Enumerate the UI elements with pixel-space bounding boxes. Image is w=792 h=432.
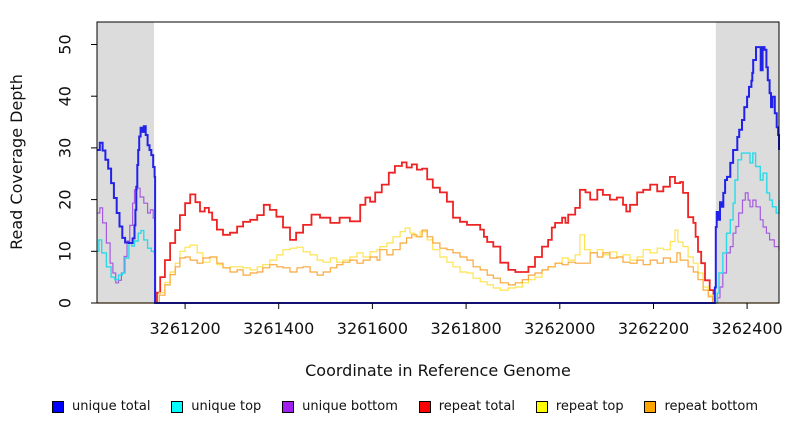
- line-unique-top: [97, 152, 780, 304]
- legend-swatch-icon: [171, 400, 184, 413]
- legend-item-unique-total: unique total: [52, 399, 150, 414]
- legend-swatch-icon: [644, 400, 657, 413]
- legend-swatch-icon: [535, 400, 548, 413]
- y-tick-label: 30: [56, 138, 75, 158]
- x-tick-label: 3261200: [149, 319, 220, 338]
- plot-border: [96, 21, 780, 304]
- y-tick-label: 20: [56, 189, 75, 209]
- shaded-region-right-flank: [715, 22, 779, 303]
- line-repeat-total: [154, 161, 716, 304]
- legend-label: unique bottom: [302, 399, 398, 414]
- legend-label: repeat top: [555, 399, 624, 414]
- line-unique-total: [97, 46, 780, 304]
- legend-swatch-icon: [282, 400, 295, 413]
- x-tick-label: 3262000: [524, 319, 595, 338]
- legend-label: unique total: [72, 399, 151, 414]
- x-tick-label: 3261600: [337, 319, 408, 338]
- y-axis-title: Read Coverage Depth: [7, 74, 26, 250]
- legend: unique total unique top unique bottom repea…: [52, 399, 758, 414]
- x-tick-label: 3262200: [618, 319, 689, 338]
- line-repeat-bottom: [97, 229, 779, 304]
- y-tick-label: 50: [56, 34, 75, 54]
- y-tick-label: 0: [56, 298, 75, 308]
- legend-item-unique-bottom: unique bottom: [282, 399, 398, 414]
- x-tick-label: 3261400: [243, 319, 314, 338]
- legend-label: repeat total: [438, 399, 515, 414]
- legend-item-repeat-bottom: repeat bottom: [644, 399, 758, 414]
- legend-item-unique-top: unique top: [171, 399, 261, 414]
- legend-swatch-icon: [418, 400, 431, 413]
- line-repeat-top: [154, 227, 716, 304]
- x-axis-title: Coordinate in Reference Genome: [305, 361, 571, 380]
- legend-swatch-icon: [52, 400, 64, 413]
- y-tick-label: 40: [56, 86, 75, 106]
- legend-label: unique top: [191, 399, 262, 414]
- legend-label: repeat bottom: [664, 399, 758, 414]
- legend-item-repeat-total: repeat total: [418, 399, 515, 414]
- x-tick-label: 3262400: [711, 319, 782, 338]
- x-tick-label: 3261800: [430, 319, 501, 338]
- legend-item-repeat-top: repeat top: [535, 399, 624, 414]
- y-tick-label: 10: [56, 241, 75, 261]
